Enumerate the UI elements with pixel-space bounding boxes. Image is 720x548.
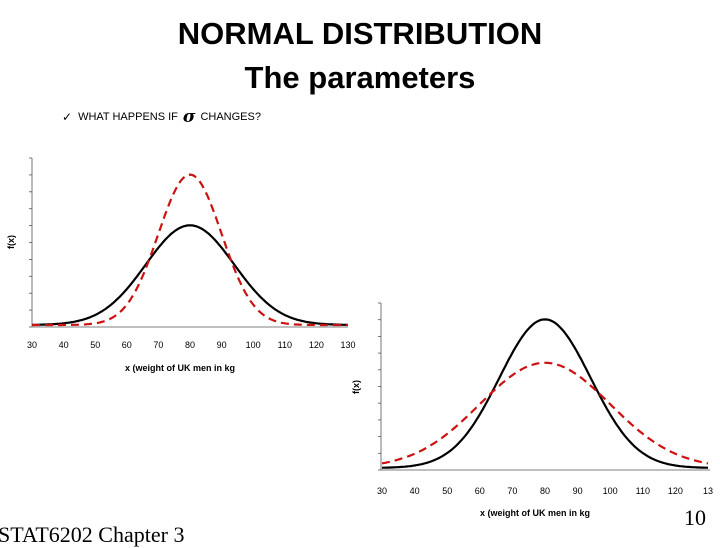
x-tick-label: 60 [122, 340, 132, 350]
y-axis-title: f(x) [351, 380, 361, 394]
chart-bottom-right: 30 40 50 60 70 80 90 100 110 120 13 x (weight of UK… [351, 302, 713, 518]
x-tick-label: 30 [377, 486, 387, 496]
title-line-2: The parameters [244, 60, 476, 95]
x-tick-label: 130 [340, 340, 355, 350]
x-tick-label: 13 [703, 486, 713, 496]
slide-title: NORMAL DISTRIBUTION The parameters [0, 12, 720, 100]
series-solid-line [382, 318, 708, 469]
footer-course: STAT6202 Chapter 3 [0, 522, 185, 547]
series-solid-line [32, 224, 348, 326]
x-axis-title: x (weight of UK men in kg [125, 363, 235, 373]
x-tick-label: 50 [442, 486, 452, 496]
bullet-question: ✓ WHAT HAPPENS IF σ CHANGES? [62, 106, 261, 127]
x-tick-label: 90 [217, 340, 227, 350]
x-tick-label: 40 [410, 486, 420, 496]
y-axis-title: f(x) [6, 235, 16, 249]
checkmark-icon: ✓ [62, 110, 73, 124]
x-tick-label: 110 [278, 340, 292, 350]
x-tick-label: 70 [153, 340, 163, 350]
page-number: 10 [684, 505, 706, 530]
x-tick-label: 60 [475, 486, 485, 496]
x-tick-label: 90 [573, 486, 583, 496]
x-tick-label: 70 [507, 486, 517, 496]
x-tick-label: 100 [246, 340, 261, 350]
x-axis-title: x (weight of UK men in kg [480, 508, 590, 518]
bullet-text-before: WHAT HAPPENS IF [78, 111, 178, 123]
sigma-symbol: σ [182, 106, 196, 127]
x-tick-label: 50 [90, 340, 100, 350]
x-tick-label: 40 [59, 340, 69, 350]
x-tick-label: 80 [185, 340, 195, 350]
chart-top-left: 30 40 50 60 70 80 90 100 110 120 130 x (weight of U… [6, 157, 356, 373]
x-tick-label: 100 [603, 486, 618, 496]
series-dashed-line [32, 173, 348, 327]
title-line-1: NORMAL DISTRIBUTION [177, 16, 543, 51]
x-tick-label: 80 [540, 486, 550, 496]
x-tick-label: 120 [668, 486, 683, 496]
x-tick-label: 30 [27, 340, 37, 350]
x-tick-label: 120 [309, 340, 324, 350]
bullet-text-after: CHANGES? [200, 111, 261, 123]
series-dashed-line [381, 361, 709, 465]
x-tick-label: 110 [636, 486, 650, 496]
